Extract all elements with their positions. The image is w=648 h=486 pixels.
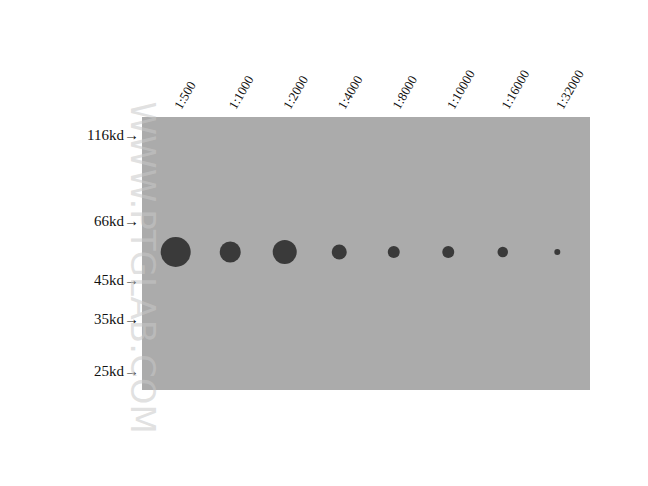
- svg-text:1:4000: 1:4000: [334, 73, 365, 112]
- svg-text:WWW.PTGLAB.COM: WWW.PTGLAB.COM: [123, 102, 163, 434]
- svg-text:1:1000: 1:1000: [225, 73, 256, 112]
- svg-text:35kd→: 35kd→: [94, 311, 139, 327]
- svg-text:1:2000: 1:2000: [280, 73, 311, 112]
- svg-text:66kd→: 66kd→: [94, 213, 139, 229]
- svg-text:1:16000: 1:16000: [498, 67, 532, 111]
- svg-text:45kd→: 45kd→: [94, 272, 139, 288]
- svg-text:1:500: 1:500: [171, 78, 199, 111]
- svg-text:1:8000: 1:8000: [389, 73, 420, 112]
- svg-text:1:10000: 1:10000: [444, 67, 478, 111]
- svg-text:1:32000: 1:32000: [553, 67, 587, 111]
- svg-text:116kd→: 116kd→: [87, 127, 139, 143]
- svg-text:25kd→: 25kd→: [94, 363, 139, 379]
